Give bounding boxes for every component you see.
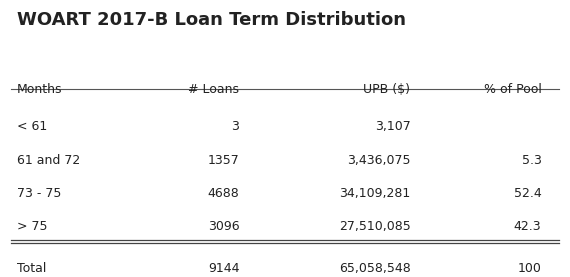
Text: 100: 100 (518, 262, 542, 275)
Text: 9144: 9144 (208, 262, 239, 275)
Text: % of Pool: % of Pool (483, 83, 542, 96)
Text: 34,109,281: 34,109,281 (339, 187, 410, 200)
Text: 42.3: 42.3 (514, 220, 542, 233)
Text: 27,510,085: 27,510,085 (339, 220, 410, 233)
Text: 1357: 1357 (207, 154, 239, 167)
Text: 3,107: 3,107 (374, 120, 410, 134)
Text: 65,058,548: 65,058,548 (339, 262, 410, 275)
Text: # Loans: # Loans (189, 83, 239, 96)
Text: > 75: > 75 (17, 220, 48, 233)
Text: 61 and 72: 61 and 72 (17, 154, 80, 167)
Text: 3,436,075: 3,436,075 (347, 154, 410, 167)
Text: 4688: 4688 (207, 187, 239, 200)
Text: Months: Months (17, 83, 63, 96)
Text: 5.3: 5.3 (522, 154, 542, 167)
Text: UPB ($): UPB ($) (364, 83, 410, 96)
Text: 3: 3 (231, 120, 239, 134)
Text: 3096: 3096 (208, 220, 239, 233)
Text: 73 - 75: 73 - 75 (17, 187, 62, 200)
Text: < 61: < 61 (17, 120, 47, 134)
Text: Total: Total (17, 262, 47, 275)
Text: WOART 2017-B Loan Term Distribution: WOART 2017-B Loan Term Distribution (17, 11, 406, 29)
Text: 52.4: 52.4 (514, 187, 542, 200)
